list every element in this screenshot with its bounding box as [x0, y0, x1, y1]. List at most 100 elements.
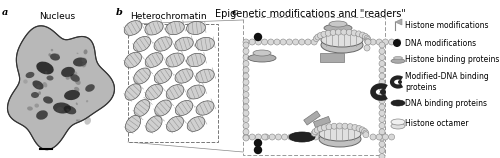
Ellipse shape: [321, 37, 363, 53]
Circle shape: [254, 33, 262, 40]
Circle shape: [342, 123, 348, 129]
Circle shape: [360, 127, 366, 133]
Ellipse shape: [146, 84, 162, 100]
Circle shape: [312, 129, 318, 135]
Ellipse shape: [187, 117, 205, 131]
Circle shape: [318, 33, 324, 39]
Circle shape: [262, 39, 268, 45]
Circle shape: [341, 29, 347, 35]
Circle shape: [379, 116, 385, 122]
Circle shape: [388, 39, 394, 45]
Polygon shape: [8, 26, 115, 150]
Ellipse shape: [253, 50, 271, 56]
Circle shape: [365, 39, 371, 45]
Ellipse shape: [134, 68, 150, 84]
Polygon shape: [304, 111, 320, 125]
Circle shape: [364, 35, 370, 41]
Text: DNA modifications: DNA modifications: [405, 39, 476, 48]
Ellipse shape: [82, 58, 86, 62]
Ellipse shape: [196, 37, 214, 51]
Ellipse shape: [186, 21, 206, 35]
Circle shape: [379, 92, 385, 98]
Circle shape: [243, 123, 249, 129]
Circle shape: [398, 80, 402, 84]
Ellipse shape: [329, 21, 347, 27]
Circle shape: [388, 134, 394, 140]
Ellipse shape: [86, 100, 88, 102]
Ellipse shape: [84, 49, 87, 54]
Circle shape: [243, 134, 249, 140]
Ellipse shape: [154, 68, 172, 84]
Circle shape: [379, 135, 385, 141]
Ellipse shape: [187, 85, 205, 99]
Polygon shape: [395, 19, 402, 25]
Ellipse shape: [31, 92, 39, 98]
Ellipse shape: [248, 54, 276, 62]
Circle shape: [380, 89, 386, 95]
Ellipse shape: [78, 119, 80, 122]
Circle shape: [256, 134, 262, 140]
Circle shape: [243, 79, 249, 85]
Ellipse shape: [289, 132, 315, 142]
Circle shape: [379, 104, 385, 110]
Ellipse shape: [70, 74, 80, 82]
Circle shape: [336, 29, 342, 35]
Circle shape: [379, 141, 385, 147]
Ellipse shape: [146, 116, 162, 132]
Ellipse shape: [76, 119, 78, 122]
Ellipse shape: [64, 106, 76, 114]
Ellipse shape: [72, 71, 78, 76]
Circle shape: [365, 37, 371, 43]
Ellipse shape: [176, 100, 192, 115]
Circle shape: [243, 104, 249, 110]
Ellipse shape: [321, 33, 363, 47]
Ellipse shape: [324, 24, 352, 32]
Circle shape: [243, 42, 249, 48]
Ellipse shape: [175, 69, 193, 83]
Ellipse shape: [145, 21, 163, 35]
Ellipse shape: [64, 90, 80, 100]
Ellipse shape: [26, 72, 35, 78]
Circle shape: [362, 128, 368, 134]
Circle shape: [379, 73, 385, 79]
Ellipse shape: [23, 79, 28, 84]
Ellipse shape: [76, 53, 78, 54]
Ellipse shape: [166, 21, 184, 35]
Ellipse shape: [166, 53, 184, 67]
Circle shape: [274, 39, 280, 45]
Circle shape: [306, 134, 312, 140]
Circle shape: [322, 125, 328, 131]
Ellipse shape: [53, 103, 71, 114]
Circle shape: [254, 146, 262, 154]
Text: a: a: [2, 8, 8, 17]
Circle shape: [249, 39, 255, 45]
Ellipse shape: [145, 53, 163, 67]
Polygon shape: [314, 116, 330, 128]
Circle shape: [352, 125, 358, 131]
Ellipse shape: [44, 71, 48, 74]
Ellipse shape: [82, 62, 86, 67]
Ellipse shape: [394, 57, 402, 60]
Circle shape: [249, 134, 255, 140]
Circle shape: [382, 39, 388, 45]
Circle shape: [243, 110, 249, 116]
Ellipse shape: [36, 85, 40, 89]
Ellipse shape: [56, 107, 63, 112]
Circle shape: [314, 127, 320, 133]
Circle shape: [330, 30, 336, 36]
Circle shape: [370, 39, 376, 45]
Circle shape: [286, 39, 292, 45]
Circle shape: [379, 123, 385, 129]
Circle shape: [300, 134, 306, 140]
Circle shape: [379, 154, 385, 158]
Ellipse shape: [391, 100, 405, 106]
Circle shape: [312, 134, 318, 140]
Ellipse shape: [124, 21, 142, 35]
Circle shape: [395, 39, 401, 45]
Circle shape: [379, 79, 385, 85]
Ellipse shape: [56, 54, 59, 57]
Ellipse shape: [186, 53, 206, 67]
Bar: [243, 17, 385, 155]
Bar: [128, 24, 218, 142]
Circle shape: [268, 39, 274, 45]
